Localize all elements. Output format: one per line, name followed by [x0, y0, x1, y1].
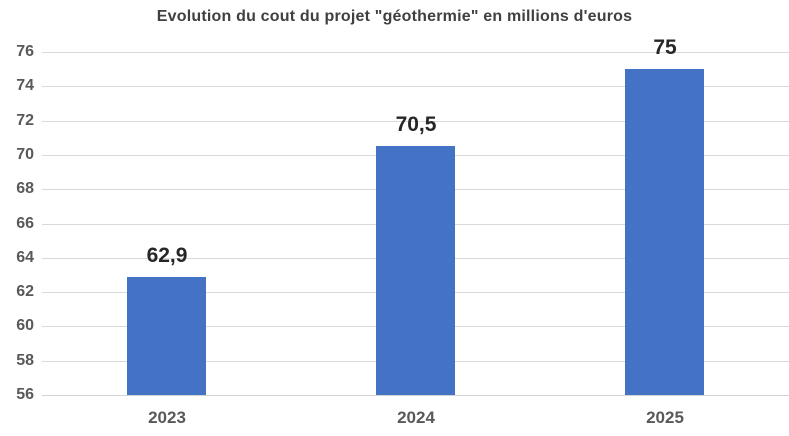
- x-axis-tick-2023: 2023: [148, 408, 186, 427]
- bar-2025: [625, 69, 704, 395]
- bar-2024: [376, 146, 455, 395]
- value-label-2025: 75: [653, 36, 677, 59]
- y-axis-tick-72: 72: [16, 112, 34, 129]
- value-label-2024: 70,5: [395, 113, 437, 136]
- gridline-y-72: [42, 121, 789, 122]
- y-axis-tick-70: 70: [16, 146, 34, 163]
- y-axis-tick-58: 58: [16, 352, 34, 369]
- y-axis-tick-62: 62: [16, 283, 34, 300]
- x-axis-tick-2024: 2024: [397, 408, 435, 427]
- y-axis-tick-74: 74: [16, 77, 34, 94]
- y-axis-tick-60: 60: [16, 317, 34, 334]
- gridline-y-74: [42, 86, 789, 87]
- x-axis-tick-2025: 2025: [646, 408, 684, 427]
- y-axis-tick-64: 64: [16, 249, 34, 266]
- x-axis-line: [42, 395, 789, 396]
- y-axis-tick-56: 56: [16, 386, 34, 403]
- chart-title: Evolution du cout du projet "géothermie"…: [156, 8, 633, 25]
- value-label-2023: 62,9: [146, 244, 188, 267]
- gridline-y-76: [42, 52, 789, 53]
- y-axis-tick-76: 76: [16, 43, 34, 60]
- bar-2023: [127, 277, 206, 395]
- y-axis-tick-68: 68: [16, 180, 34, 197]
- y-axis-tick-66: 66: [16, 215, 34, 232]
